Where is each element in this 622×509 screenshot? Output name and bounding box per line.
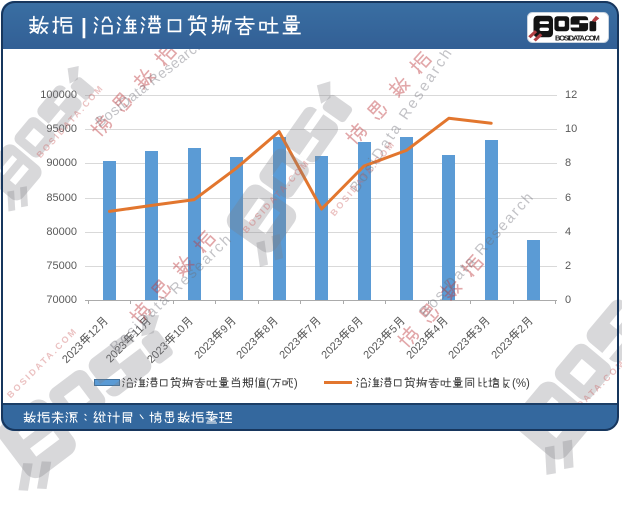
svg-text:BOSIDATA.COM: BOSIDATA.COM — [555, 33, 600, 42]
